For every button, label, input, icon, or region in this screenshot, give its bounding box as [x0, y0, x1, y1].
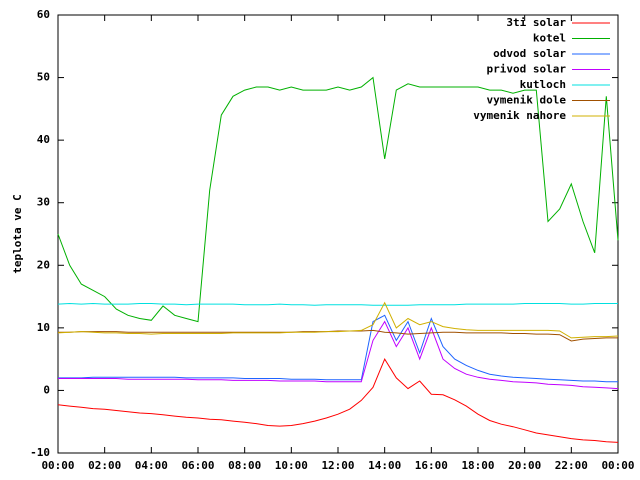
x-tick-label: 22:00 — [555, 459, 588, 472]
series-line — [57, 301, 619, 339]
x-tick-label: 08:00 — [228, 459, 261, 472]
x-tick-label: 04:00 — [135, 459, 168, 472]
x-tick-label: 20:00 — [508, 459, 541, 472]
x-tick-label: 06:00 — [181, 459, 214, 472]
x-tick-label: 00:00 — [41, 459, 74, 472]
legend-label: odvod solar — [493, 47, 566, 60]
x-tick-label: 12:00 — [321, 459, 354, 472]
y-tick-label: 10 — [37, 321, 50, 334]
legend-label: kotel — [533, 32, 566, 45]
series-line — [57, 358, 619, 443]
legend-label: kutloch — [520, 78, 566, 91]
y-tick-label: -10 — [30, 446, 50, 459]
y-tick-label: 20 — [37, 258, 50, 271]
y-tick-label: 60 — [37, 8, 50, 21]
y-axis-label: teplota ve C — [11, 194, 24, 273]
series-line — [58, 314, 618, 383]
series-line — [58, 320, 619, 390]
series-line — [58, 329, 618, 342]
series-line — [57, 76, 619, 323]
legend-label: vymenik dole — [487, 94, 567, 107]
x-tick-label: 00:00 — [601, 459, 634, 472]
x-tick-label: 18:00 — [461, 459, 494, 472]
x-tick-label: 14:00 — [368, 459, 401, 472]
x-tick-label: 02:00 — [88, 459, 121, 472]
legend-label: 3ti solar — [506, 16, 566, 29]
y-tick-label: 0 — [43, 383, 50, 396]
series-line — [57, 302, 618, 306]
legend-label: vymenik nahore — [473, 109, 566, 122]
x-tick-label: 10:00 — [275, 459, 308, 472]
legend-label: privod solar — [487, 63, 567, 76]
y-tick-label: 40 — [37, 133, 50, 146]
y-tick-label: 50 — [37, 71, 50, 84]
y-tick-label: 30 — [37, 196, 50, 209]
x-tick-label: 16:00 — [415, 459, 448, 472]
